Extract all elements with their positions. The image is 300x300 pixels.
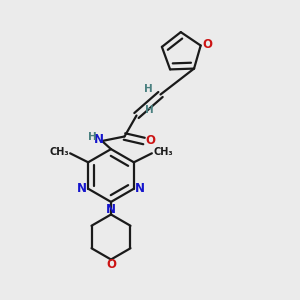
Text: H: H (145, 105, 154, 115)
Text: CH₃: CH₃ (153, 147, 173, 157)
Text: H: H (88, 132, 97, 142)
Text: N: N (106, 203, 116, 216)
Text: N: N (94, 133, 104, 146)
Text: N: N (77, 182, 87, 195)
Text: N: N (135, 182, 145, 195)
Text: O: O (106, 258, 116, 271)
Text: O: O (146, 134, 156, 148)
Text: O: O (202, 38, 212, 50)
Text: H: H (143, 84, 152, 94)
Text: CH₃: CH₃ (49, 147, 69, 157)
